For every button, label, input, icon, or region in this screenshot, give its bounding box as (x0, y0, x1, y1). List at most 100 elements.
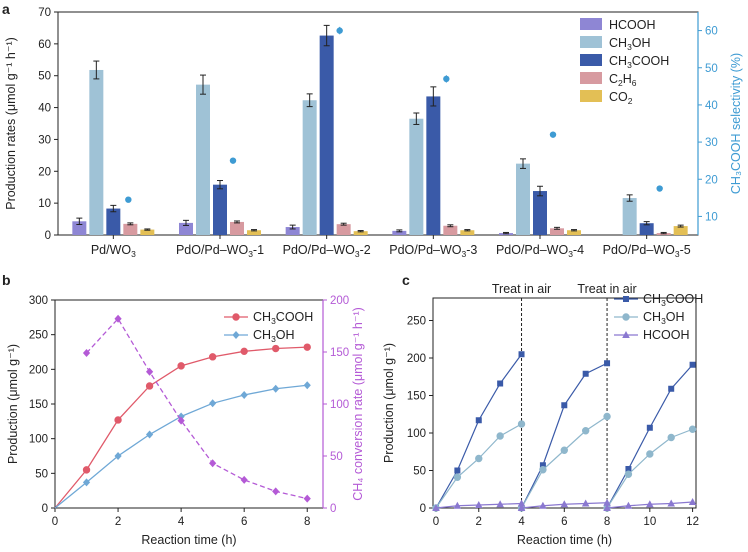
x-tick-label: 4 (178, 516, 185, 528)
y2-tick-label: 50 (330, 451, 343, 463)
data-point-c_ch3cooh (604, 360, 611, 367)
x-category-label-sub: 3 (675, 249, 680, 259)
data-point-c_ch3oh (624, 470, 633, 478)
x-category-label-sub: 3 (131, 249, 136, 259)
data-point-c_ch3cooh (497, 380, 504, 387)
x-category-label-post: -3 (466, 243, 477, 257)
legend-label: HCOOH (643, 328, 690, 342)
legend-label-sub: 3 (661, 298, 666, 308)
y-tick-label: 0 (420, 503, 426, 515)
series-line-c_ch3oh (435, 423, 522, 509)
data-point-line_conv (272, 487, 280, 496)
y2-tick-label: 30 (705, 137, 718, 149)
selectivity-point (549, 131, 557, 138)
x-tick-label: 8 (304, 516, 310, 528)
y-tick-label: 0 (45, 230, 51, 242)
data-point-c_hcooh (560, 500, 569, 508)
bar-CH3OH (516, 163, 530, 235)
panel-b-letter: b (2, 272, 11, 288)
legend-label-pre: CO (609, 90, 628, 104)
data-point-c_ch3oh (646, 450, 654, 458)
data-point-c_hcooh (432, 504, 440, 511)
x-tick-label: 2 (476, 516, 482, 528)
y-tick-label: 0 (42, 503, 48, 515)
legend-label-sub: 3 (271, 334, 276, 344)
data-point-line_conv (240, 475, 248, 484)
data-point-line_ch3oh (114, 452, 122, 460)
x-category-label-post: -5 (680, 243, 691, 257)
legend-label: HCOOH (609, 18, 656, 32)
y2-axis-label: CH₄ conversion rate (μmol g⁻¹ h⁻¹) (351, 307, 365, 501)
data-point-c_ch3oh (603, 412, 611, 421)
legend-marker-line_ch3oh (232, 331, 240, 339)
legend-label-sub: 3 (627, 42, 632, 52)
legend-swatch-HCOOH (580, 18, 602, 30)
y-tick-label: 50 (35, 468, 48, 480)
y2-tick-label: 10 (705, 211, 718, 223)
data-point-c_hcooh (453, 501, 462, 509)
bar-HCOOH (392, 230, 407, 235)
legend-marker-c_ch3cooh (623, 296, 629, 302)
data-point-line_ch3cooh (272, 344, 280, 353)
bar-C2H6 (443, 225, 458, 235)
y-tick-label: 40 (38, 103, 51, 115)
bar-C2H6 (550, 228, 564, 235)
y-tick-label: 250 (407, 316, 426, 328)
bar-CH3COOH (426, 96, 441, 236)
data-point-line_ch3cooh (145, 382, 154, 390)
series-line-c_ch3oh (606, 428, 693, 509)
data-point-line_conv (145, 367, 154, 376)
data-point-line_ch3cooh (114, 416, 122, 424)
selectivity-point (656, 185, 663, 192)
data-point-line_ch3cooh (240, 347, 248, 356)
x-category-label-sub: 3 (568, 249, 573, 259)
y-axis-label: Production (μmol g⁻¹) (382, 343, 396, 463)
data-point-c_ch3oh (496, 432, 504, 440)
legend-label-post: H (623, 72, 632, 86)
x-category-label-post: -4 (573, 243, 584, 257)
x-tick-label: 12 (686, 516, 699, 528)
panel-b-chart: 0 50 100 150 200 250 300 0 50 100 150 200 0 2 4 6 8 React… (6, 295, 365, 547)
data-point-c_hcooh (603, 498, 611, 506)
bar-CH3OH (196, 84, 210, 236)
data-point-c_hcooh (474, 501, 483, 508)
legend-marker-line_ch3cooh (232, 313, 240, 321)
data-point-line_ch3oh (145, 430, 154, 439)
x-category-label: PdO/Pd–WO3-3 (389, 243, 477, 259)
y2-tick-label: 150 (330, 347, 349, 359)
data-point-c_ch3cooh (625, 466, 632, 472)
data-point-c_ch3oh (560, 446, 568, 454)
y-axis-label: Production (μmol g⁻¹) (6, 344, 20, 464)
legend-label-pre: CH (609, 36, 627, 50)
legend-label-post: COOH (632, 54, 670, 68)
legend-marker-c_ch3oh (622, 313, 630, 321)
series-line-c_ch3cooh (606, 364, 694, 509)
y-axis-label: Production rates (μmol g⁻¹ h⁻¹) (4, 37, 18, 210)
bar-CO2 (567, 230, 581, 235)
y-tick-label: 10 (38, 198, 51, 210)
data-point-c_hcooh (496, 500, 504, 508)
legend-label: CO2 (609, 90, 633, 106)
y2-tick-label: 50 (705, 63, 718, 75)
legend-label-pre: HCOOH (609, 18, 656, 32)
bar-CH3COOH (319, 35, 334, 236)
bar-CH3COOH (106, 208, 121, 235)
legend-label: CH3COOH (609, 54, 669, 70)
legend-label-sub: 2 (628, 96, 633, 106)
bar-CH3COOH (639, 223, 654, 235)
panel-c-chart: 0 50 100 150 200 250 0 2 4 6 8 10 12 Reaction time (h… (382, 282, 703, 547)
selectivity-point (336, 27, 343, 34)
data-point-line_conv (82, 349, 91, 358)
legend-label-pre: C (609, 72, 618, 86)
data-point-line_conv (114, 314, 122, 323)
data-point-line_ch3cooh (177, 362, 185, 370)
data-point-c_hcooh (581, 499, 590, 507)
x-tick-label: 8 (604, 516, 610, 528)
legend-marker-c_hcooh (622, 331, 630, 338)
y2-tick-label: 40 (705, 100, 718, 112)
data-point-line_ch3oh (82, 478, 91, 487)
bar-C2H6 (230, 221, 244, 235)
data-point-c_ch3cooh (539, 462, 546, 469)
x-category-label: PdO/Pd–WO3-5 (603, 243, 691, 259)
legend-label-pre: CH (643, 292, 661, 306)
